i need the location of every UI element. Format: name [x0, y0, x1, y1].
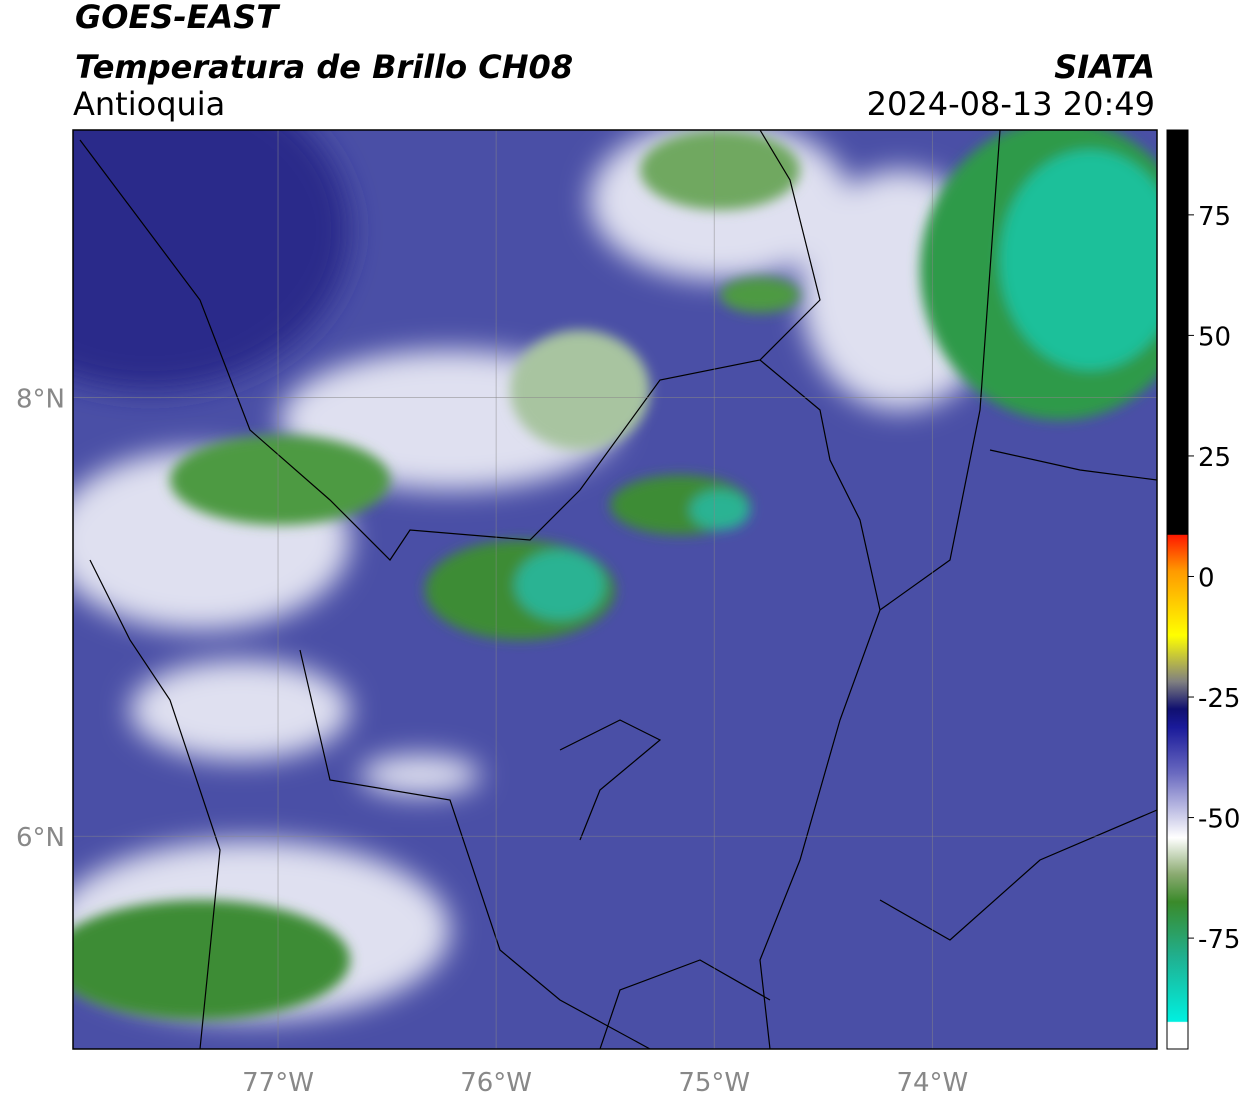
region: Antioquia [73, 85, 225, 123]
colorbar-tick-label: 25 [1198, 443, 1231, 473]
x-tick-label: 75°W [678, 1068, 750, 1098]
colorbar-tick-label: -75 [1198, 925, 1240, 955]
colorbar [1166, 129, 1189, 1050]
x-tick-label: 74°W [896, 1068, 968, 1098]
datetime: 2024-08-13 20:49 [867, 85, 1155, 123]
x-tick-label: 76°W [460, 1068, 532, 1098]
colorbar-tick-label: 0 [1198, 563, 1215, 593]
colorbar-tick-label: -50 [1198, 805, 1240, 835]
colorbar-tick-label: 50 [1198, 322, 1231, 352]
x-tick-label: 77°W [242, 1068, 314, 1098]
graticule [73, 130, 1157, 1049]
colorbar-tick-label: 75 [1198, 202, 1231, 232]
map-frame [72, 129, 1158, 1050]
satellite-image [73, 130, 1157, 1049]
y-tick-label: 8°N [16, 385, 65, 415]
source: SIATA [1054, 48, 1155, 86]
colorbar-tick-label: -25 [1198, 684, 1240, 714]
title: GOES-EAST [75, 0, 280, 36]
subtitle: Temperatura de Brillo CH08 [75, 48, 573, 86]
y-tick-label: 6°N [16, 823, 65, 853]
